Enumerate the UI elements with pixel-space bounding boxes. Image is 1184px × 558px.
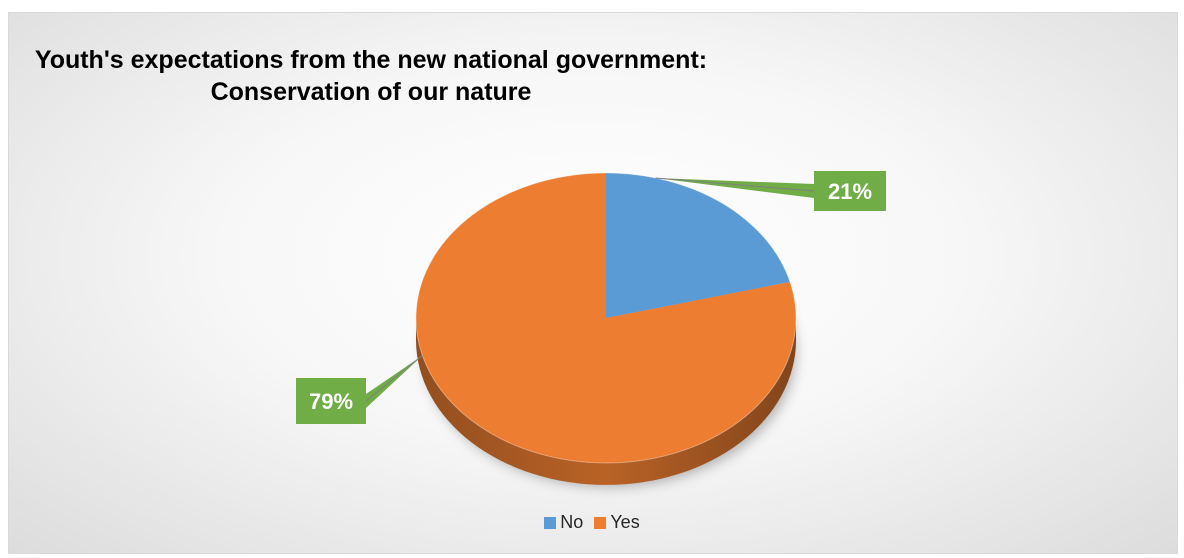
pie-rim	[415, 172, 797, 464]
legend-swatch-yes	[594, 516, 607, 529]
legend-item-yes: Yes	[594, 512, 640, 533]
legend-item-no: No	[544, 512, 583, 533]
legend-swatch-no	[544, 516, 557, 529]
data-label-yes: 79%	[309, 389, 353, 414]
pie-slice-yes	[416, 172, 796, 463]
data-label-leader-yes	[365, 355, 423, 402]
data-label-no: 21%	[828, 179, 872, 204]
chart-title-line-2: Conservation of our nature	[210, 78, 532, 106]
data-label-pointer-no	[655, 178, 814, 198]
data-label-box-no	[814, 171, 886, 211]
chart-title: Youth's expectations from the new nation…	[0, 44, 742, 108]
data-label-box-yes	[296, 378, 366, 424]
data-label-leader-no	[655, 177, 815, 192]
legend-label-yes: Yes	[610, 512, 640, 532]
pie-slice-no	[606, 173, 791, 318]
legend-label-no: No	[560, 512, 584, 532]
chart-title-line-1: Youth's expectations from the new nation…	[34, 46, 708, 74]
legend: No Yes	[0, 512, 1184, 534]
data-label-pointer-yes	[366, 355, 423, 408]
